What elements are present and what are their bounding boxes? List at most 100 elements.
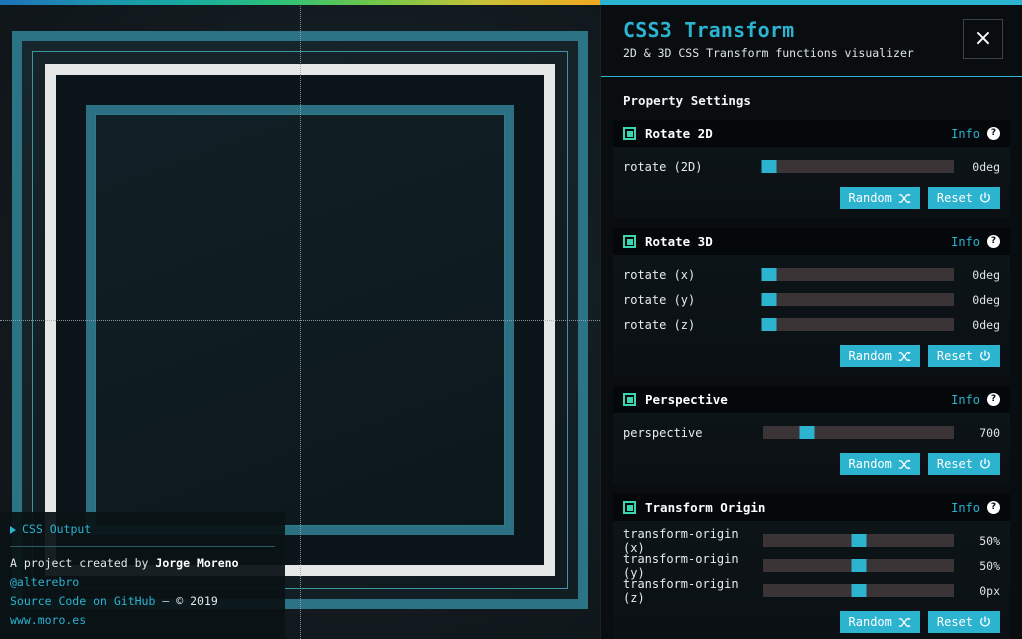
property-value: 0deg <box>972 267 1000 282</box>
help-circle-icon[interactable]: ? <box>987 235 1000 248</box>
section-body: transform-origin (x) 50% transform-origi… <box>613 521 1010 639</box>
property-row: perspective 700 <box>623 420 1000 445</box>
property-value: 0px <box>979 583 1000 598</box>
property-label: transform-origin (x) <box>623 526 739 555</box>
property-label: rotate (z) <box>623 317 696 332</box>
section-perspective: Perspective Info ? perspective 700 Rando… <box>613 386 1010 484</box>
section-rotate-3d: Rotate 3D Info ? rotate (x) 0deg rotate … <box>613 228 1010 376</box>
page-subtitle: 2D & 3D CSS Transform functions visualiz… <box>623 46 914 60</box>
close-button[interactable]: × <box>963 19 1003 59</box>
reset-button-label: Reset <box>936 615 973 629</box>
property-row: rotate (y) 0deg <box>623 287 1000 312</box>
property-value: 50% <box>979 533 1000 548</box>
shuffle-icon <box>898 193 911 204</box>
section-enabled-checkbox[interactable] <box>623 127 636 140</box>
random-button[interactable]: Random <box>839 187 920 209</box>
slider-knob[interactable] <box>851 584 866 597</box>
property-slider[interactable] <box>763 534 954 547</box>
reset-button[interactable]: Reset <box>927 611 1000 633</box>
footer-separator: — <box>162 594 170 609</box>
property-label: rotate (2D) <box>623 159 703 174</box>
section-actions: Random Reset <box>623 187 1000 209</box>
reset-button[interactable]: Reset <box>927 345 1000 367</box>
property-value: 50% <box>979 558 1000 573</box>
random-button-label: Random <box>848 191 892 205</box>
slider-knob[interactable] <box>761 160 777 173</box>
slider-knob[interactable] <box>799 426 815 439</box>
slider-knob[interactable] <box>761 293 777 306</box>
property-slider[interactable] <box>763 426 954 439</box>
property-slider[interactable] <box>761 318 954 331</box>
random-button[interactable]: Random <box>839 611 920 633</box>
property-value: 0deg <box>972 292 1000 307</box>
panel-body: Property Settings Rotate 2D Info ? rotat… <box>601 77 1022 639</box>
website-link[interactable]: www.moro.es <box>10 613 87 628</box>
help-circle-icon[interactable]: ? <box>987 501 1000 514</box>
section-title: Transform Origin <box>645 500 766 515</box>
info-link[interactable]: Info <box>951 126 980 141</box>
property-value: 700 <box>979 425 1000 440</box>
shuffle-icon <box>898 617 911 628</box>
property-value: 0deg <box>972 317 1000 332</box>
transform-preview-stage: CSS Output A project created by Jorge Mo… <box>0 0 600 639</box>
slider-knob[interactable] <box>851 559 866 572</box>
section-actions: Random Reset <box>623 453 1000 475</box>
footer-divider <box>10 546 275 548</box>
credit-prefix: A project created by <box>10 556 156 571</box>
author-name: Jorge Moreno <box>155 556 239 571</box>
css-output-toggle[interactable]: CSS Output <box>10 520 275 546</box>
reset-button-label: Reset <box>936 349 973 363</box>
help-circle-icon[interactable]: ? <box>987 127 1000 140</box>
slider-knob[interactable] <box>761 318 777 331</box>
slider-knob[interactable] <box>761 268 777 281</box>
section-actions: Random Reset <box>623 611 1000 633</box>
gradient-accent-bar-left <box>0 0 600 5</box>
info-link[interactable]: Info <box>951 392 980 407</box>
slider-knob[interactable] <box>851 534 866 547</box>
section-enabled-checkbox[interactable] <box>623 235 636 248</box>
settings-panel: CSS3 Transform 2D & 3D CSS Transform fun… <box>600 0 1022 639</box>
property-label: transform-origin (y) <box>623 551 739 580</box>
property-slider[interactable] <box>763 559 954 572</box>
property-row: transform-origin (z) 0px <box>623 576 1000 605</box>
property-row: transform-origin (y) 50% <box>623 551 1000 580</box>
settings-heading: Property Settings <box>623 93 751 108</box>
info-link[interactable]: Info <box>951 234 980 249</box>
accent-bar-right <box>600 0 1022 5</box>
property-row: transform-origin (x) 50% <box>623 526 1000 555</box>
author-handle-link[interactable]: @alterebro <box>10 575 80 590</box>
reset-button[interactable]: Reset <box>927 453 1000 475</box>
section-header: Transform Origin Info ? <box>613 494 1010 521</box>
section-header: Rotate 3D Info ? <box>613 228 1010 255</box>
section-title: Rotate 3D <box>645 234 713 249</box>
origin-guide-horizontal <box>0 320 600 321</box>
property-slider[interactable] <box>761 293 954 306</box>
footer-panel: CSS Output A project created by Jorge Mo… <box>0 512 285 639</box>
origin-guide-vertical <box>300 0 301 639</box>
section-header: Perspective Info ? <box>613 386 1010 413</box>
section-header: Rotate 2D Info ? <box>613 120 1010 147</box>
settings-sections: Rotate 2D Info ? rotate (2D) 0deg Random… <box>613 120 1010 639</box>
reset-button[interactable]: Reset <box>927 187 1000 209</box>
shuffle-icon <box>898 459 911 470</box>
random-button[interactable]: Random <box>839 345 920 367</box>
section-enabled-checkbox[interactable] <box>623 501 636 514</box>
section-enabled-checkbox[interactable] <box>623 393 636 406</box>
random-button[interactable]: Random <box>839 453 920 475</box>
property-slider[interactable] <box>761 160 954 173</box>
source-code-link[interactable]: Source Code on GitHub <box>10 594 156 609</box>
power-icon <box>979 458 991 470</box>
section-body: rotate (x) 0deg rotate (y) 0deg rotate (… <box>613 255 1010 376</box>
property-row: rotate (z) 0deg <box>623 312 1000 337</box>
random-button-label: Random <box>848 457 892 471</box>
help-circle-icon[interactable]: ? <box>987 393 1000 406</box>
info-link[interactable]: Info <box>951 500 980 515</box>
property-label: transform-origin (z) <box>623 576 739 605</box>
property-label: perspective <box>623 425 703 440</box>
property-slider[interactable] <box>763 584 954 597</box>
section-actions: Random Reset <box>623 345 1000 367</box>
credit-line: A project created by Jorge Moreno @alter… <box>10 554 275 592</box>
section-body: rotate (2D) 0deg Random Reset <box>613 147 1010 218</box>
property-slider[interactable] <box>761 268 954 281</box>
